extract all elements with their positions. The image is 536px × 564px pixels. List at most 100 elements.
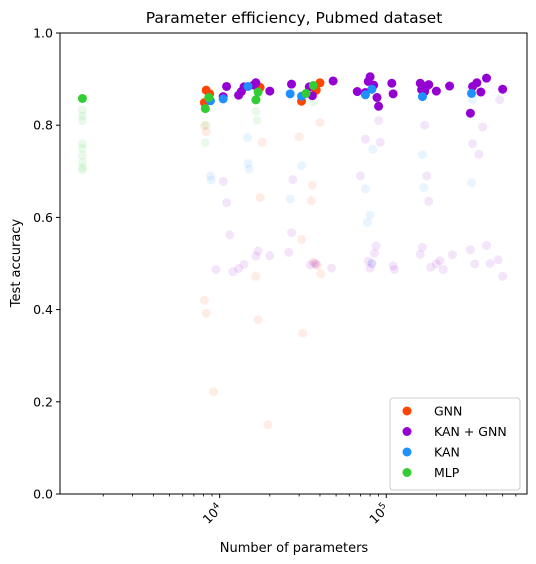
gnn-faded-point <box>201 308 211 318</box>
kan-gnn-faded-point <box>422 171 432 181</box>
kan-gnn-faded-point <box>482 241 492 251</box>
kan-gnn-faded-point <box>417 242 427 252</box>
y-tick-label: 0.2 <box>33 394 53 409</box>
mlp-faded-point <box>77 157 87 167</box>
mlp-faded-point <box>201 120 211 130</box>
gnn-faded-point <box>315 117 325 127</box>
kan-gnn-faded-point <box>287 228 297 238</box>
legend: GNN KAN + GNN KAN MLP <box>389 397 521 491</box>
mlp-point <box>251 95 261 105</box>
kan-gnn-faded-point <box>493 255 503 265</box>
kan-faded-point <box>362 217 372 227</box>
gnn-faded-point <box>308 257 318 267</box>
kan-gnn-point <box>388 89 398 99</box>
kan-gnn-faded-point <box>284 247 294 257</box>
gnn-faded-point <box>306 196 316 206</box>
gnn-faded-point <box>298 328 308 338</box>
kan-faded-point <box>297 161 307 171</box>
legend-box <box>389 397 521 491</box>
kan-faded-point <box>466 178 476 188</box>
kan-gnn-faded-point <box>468 139 478 149</box>
legend-marker-gnn <box>402 406 412 416</box>
gnn-faded-point <box>201 127 211 137</box>
kan-gnn-faded-point <box>305 260 315 270</box>
kan-gnn-point <box>472 78 482 88</box>
kan-gnn-point <box>352 87 362 97</box>
kan-faded-point <box>244 164 254 174</box>
gnn-faded-point <box>263 420 273 430</box>
mlp-faded-point <box>77 111 87 121</box>
kan-point <box>466 88 476 98</box>
kan-gnn-faded-point <box>365 263 375 273</box>
gnn-faded-point <box>253 315 263 325</box>
legend-label-mlp: MLP <box>434 465 460 480</box>
kan-gnn-faded-point <box>448 250 458 260</box>
kan-gnn-faded-point <box>228 267 238 277</box>
x-tick-label: 104 <box>200 501 226 527</box>
y-tick-label: 0.0 <box>33 487 53 502</box>
kan-point <box>285 89 295 99</box>
kan-point <box>218 94 228 104</box>
kan-faded-point <box>205 171 215 181</box>
kan-gnn-faded-point <box>424 196 434 206</box>
kan-faded-point <box>419 182 429 192</box>
kan-faded-point <box>243 133 253 143</box>
kan-faded-point <box>206 175 216 185</box>
kan-gnn-faded-point <box>360 134 370 144</box>
mlp-faded-point <box>77 150 87 160</box>
kan-gnn-point <box>498 84 508 94</box>
kan-gnn-faded-point <box>388 261 398 271</box>
chart-title: Parameter efficiency, Pubmed dataset <box>146 9 443 27</box>
kan-gnn-point <box>424 80 434 90</box>
kan-gnn-faded-point <box>371 241 381 251</box>
points-layer <box>77 72 508 430</box>
gnn-faded-point <box>294 132 304 142</box>
kan-gnn-point <box>482 73 492 83</box>
y-tick-label: 0.4 <box>33 302 53 317</box>
kan-gnn-point <box>287 79 297 89</box>
mlp-faded-point <box>77 163 87 173</box>
kan-gnn-faded-point <box>438 264 448 274</box>
kan-gnn-faded-point <box>309 259 319 268</box>
legend-marker-kan <box>402 447 412 457</box>
kan-gnn-faded-point <box>327 263 337 273</box>
mlp-faded-point <box>200 138 210 148</box>
kan-faded-point <box>417 150 427 160</box>
plot-frame <box>59 32 528 495</box>
legend-marker-mlp <box>402 468 412 477</box>
y-axis-label: Test accuracy <box>9 219 24 309</box>
mlp-faded-point <box>77 165 87 175</box>
gnn-faded-point <box>209 387 219 397</box>
kan-gnn-point <box>445 81 455 91</box>
kan-gnn-faded-point <box>435 256 445 266</box>
kan-faded-point <box>360 184 370 194</box>
legend-marker-kan-gnn <box>402 427 412 436</box>
gnn-faded-point <box>297 235 307 245</box>
mlp-point <box>253 87 263 97</box>
x-axis: 104 105 <box>102 494 517 527</box>
kan-point <box>367 84 377 94</box>
kan-gnn-faded-point <box>253 246 263 256</box>
x-tick-label: 105 <box>366 501 392 527</box>
kan-gnn-faded-point <box>369 248 379 258</box>
x-axis-label: Number of parameters <box>220 541 369 556</box>
kan-gnn-point <box>372 93 382 103</box>
kan-gnn-faded-point <box>426 262 436 272</box>
kan-gnn-faded-point <box>239 259 249 269</box>
kan-gnn-point <box>431 86 441 96</box>
kan-gnn-faded-point <box>389 264 399 274</box>
kan-gnn-faded-point <box>431 259 441 269</box>
legend-label-kan-gnn: KAN + GNN <box>434 424 507 439</box>
kan-point <box>360 90 370 100</box>
kan-gnn-faded-point <box>367 259 377 268</box>
gnn-faded-point <box>199 121 209 131</box>
kan-gnn-faded-point <box>485 259 495 268</box>
y-tick-label: 0.6 <box>33 210 53 225</box>
y-tick-label: 1.0 <box>33 26 53 41</box>
mlp-faded-point <box>251 106 261 116</box>
mlp-faded-point <box>252 116 262 126</box>
kan-gnn-faded-point <box>465 245 475 255</box>
mlp-point <box>200 104 210 114</box>
kan-gnn-faded-point <box>218 176 228 186</box>
